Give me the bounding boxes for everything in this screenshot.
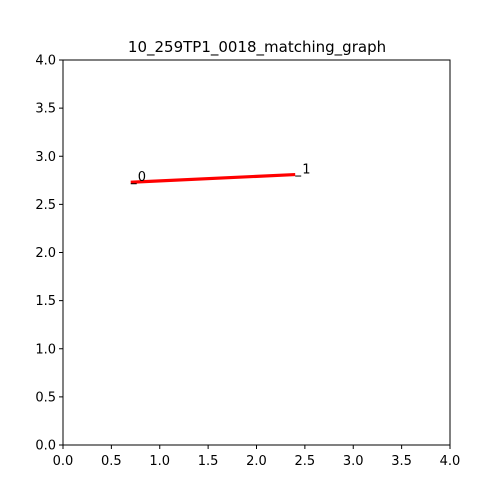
x-tick-label-0: 0.0 [53, 454, 74, 469]
x-tick-label-2: 1.0 [149, 454, 170, 469]
y-tick-label-7: 3.5 [35, 102, 56, 117]
node-label-0: 0 [138, 170, 146, 185]
axes-frame [62, 59, 451, 446]
node-label-1: 1 [302, 163, 310, 178]
y-tick-label-0: 0.0 [35, 439, 56, 454]
y-tick-label-3: 1.5 [35, 294, 56, 309]
x-tick-label-5: 2.5 [295, 454, 316, 469]
y-tick-label-6: 3.0 [35, 150, 56, 165]
x-tick-label-6: 3.0 [343, 454, 364, 469]
x-tick-label-7: 3.5 [391, 454, 412, 469]
x-tick-label-8: 4.0 [440, 454, 461, 469]
axes: 0.0 0.5 1.0 1.5 2.0 2.5 3.0 3.5 4.0 0.0 0.5 1.0 1.5 2… [35, 54, 460, 470]
y-tick-label-1: 0.5 [35, 390, 56, 405]
x-tick-label-3: 1.5 [198, 454, 219, 469]
y-tick-label-5: 2.5 [35, 198, 56, 213]
x-tick-label-1: 0.5 [101, 454, 122, 469]
chart-title: 10_259TP1_0018_matching_graph [128, 38, 386, 57]
edge-line-0 [130, 172, 296, 184]
y-tick-label-4: 2.0 [35, 246, 56, 261]
y-tick-label-8: 4.0 [35, 54, 56, 69]
plot-area: 01 [130, 163, 310, 185]
x-tick-label-4: 2.0 [246, 454, 267, 469]
y-tick-label-2: 1.0 [35, 342, 56, 357]
